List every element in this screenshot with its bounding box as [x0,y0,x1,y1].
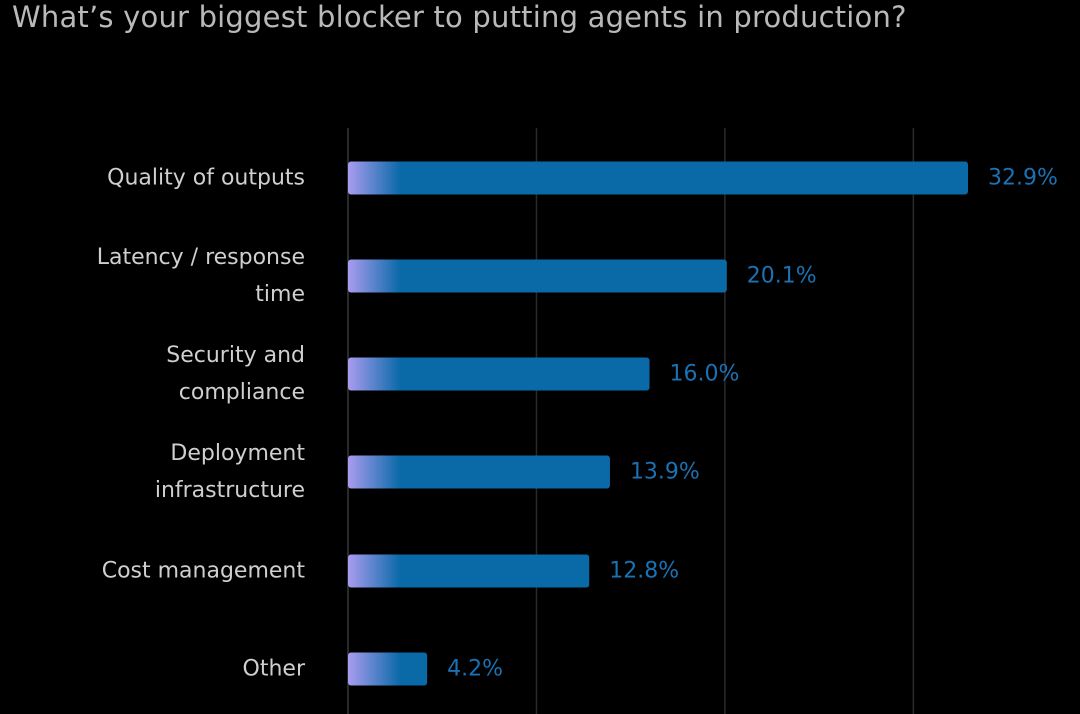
bar-4 [348,554,590,588]
category-label-3-line-1: infrastructure [155,478,305,503]
category-label-1-line-0: Latency / response [97,245,305,270]
category-label-0: Quality of outputs [107,166,305,191]
category-label-2-line-0: Security and [166,343,305,368]
value-label-5: 4.2% [447,657,503,682]
bar-0 [348,161,968,195]
category-label-1-line-1: time [255,282,305,307]
chart-title: What’s your biggest blocker to putting a… [12,0,907,34]
bar-3 [348,455,610,489]
value-label-4: 12.8% [609,559,679,584]
value-label-1: 20.1% [747,264,817,289]
value-label-3: 13.9% [630,460,700,485]
category-label-4: Cost management [102,559,306,584]
category-label-2-line-1: compliance [179,380,305,405]
category-label-5: Other [243,657,306,682]
value-label-2: 16.0% [670,362,740,387]
value-labels: 32.9% 20.1% 16.0% 13.9% 12.8% 4.2% [447,166,1058,682]
bar-5 [348,652,428,686]
gridlines [347,128,915,714]
bars [348,161,968,686]
value-label-0: 32.9% [988,166,1058,191]
category-labels: Quality of outputs Latency / response time… [97,166,306,682]
category-label-3-line-0: Deployment [170,441,305,466]
bar-2 [348,357,650,391]
bar-1 [348,259,727,293]
